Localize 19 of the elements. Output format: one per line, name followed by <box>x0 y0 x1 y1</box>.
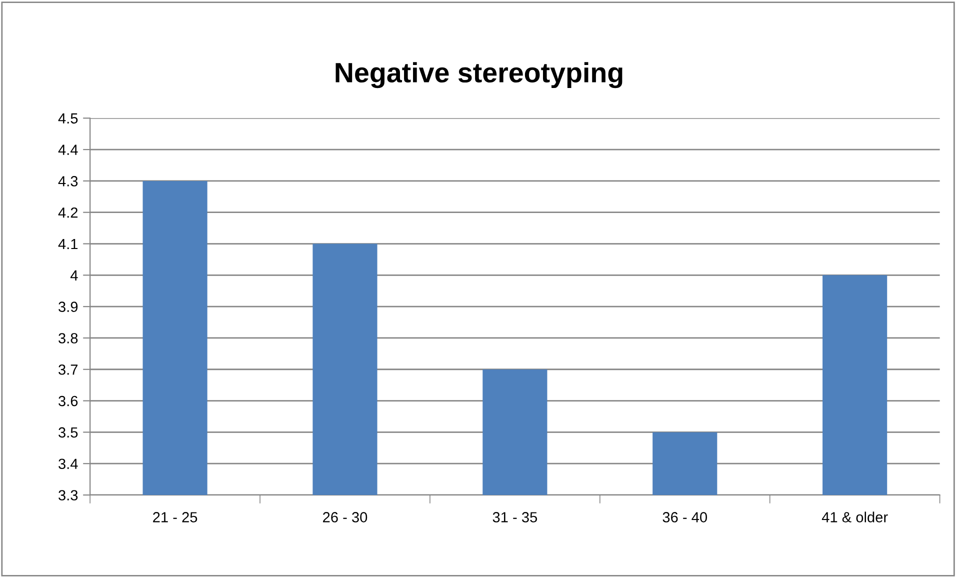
y-tick-label: 4.4 <box>58 144 78 155</box>
y-tick-label: 3.3 <box>58 490 78 500</box>
y-tick-label: 3.5 <box>58 427 78 438</box>
y-tick-label: 3.8 <box>58 333 78 344</box>
y-tick-label: 3.4 <box>58 458 78 470</box>
y-tick-label: 4.1 <box>58 239 78 250</box>
x-tick-label: 26 - 30 <box>323 512 368 522</box>
y-tick-label: 3.9 <box>58 302 78 312</box>
x-tick-label: 21 - 25 <box>153 512 198 522</box>
chart-title: Negative stereotyping <box>336 62 622 88</box>
x-tick-label: 31 - 35 <box>492 512 538 522</box>
y-tick-label: 4 <box>70 270 78 280</box>
y-tick-label: 3.6 <box>58 396 78 406</box>
x-tick-label: 41 & older <box>822 512 888 522</box>
y-tick-label: 4.5 <box>58 113 78 124</box>
x-tick-label: 36 - 40 <box>662 512 708 522</box>
y-tick-label: 4.2 <box>58 207 78 218</box>
y-tick-label: 3.7 <box>58 364 78 375</box>
y-tick-label: 4.3 <box>58 176 78 186</box>
